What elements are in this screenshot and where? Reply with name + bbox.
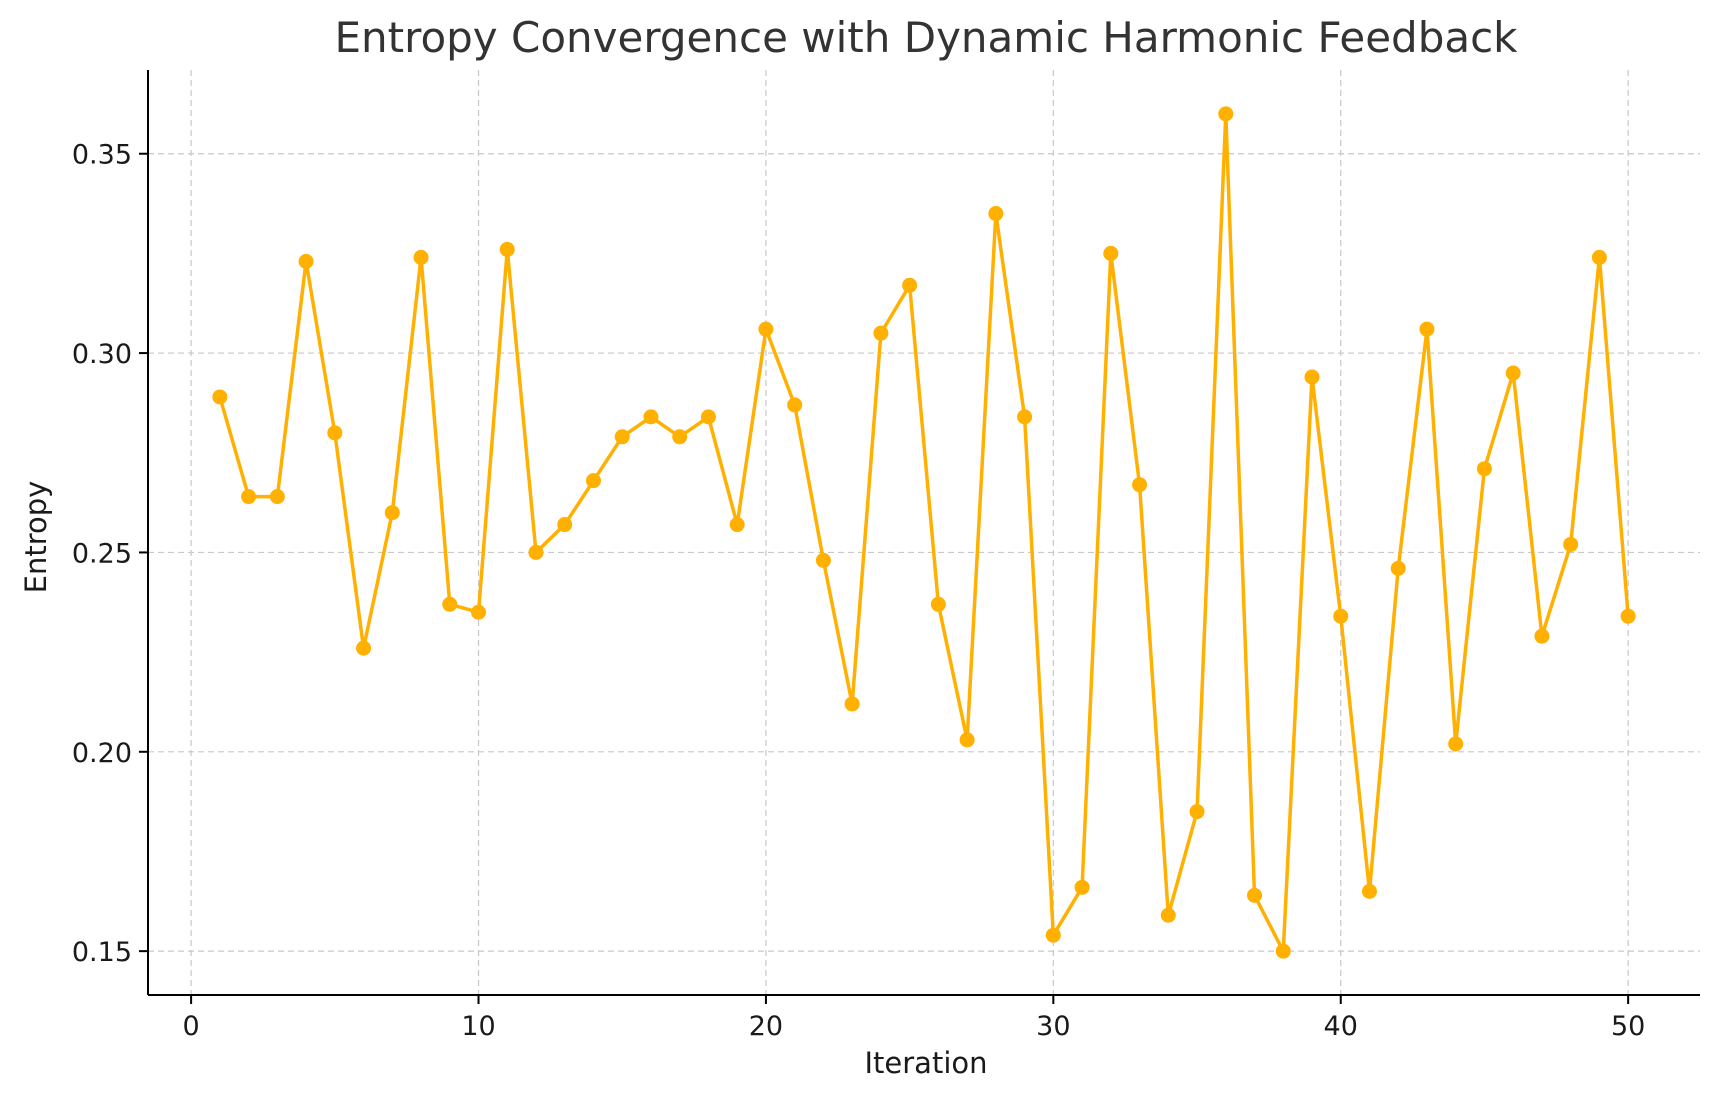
data-point — [643, 409, 659, 425]
data-point — [1160, 907, 1176, 923]
data-point — [844, 696, 860, 712]
data-point — [1218, 106, 1234, 122]
y-tick-label-3: 0.30 — [72, 339, 132, 370]
x-tick-label-1: 10 — [461, 1011, 495, 1042]
data-point — [700, 409, 716, 425]
data-point — [988, 206, 1004, 222]
data-point — [471, 604, 487, 620]
data-point — [1275, 943, 1291, 959]
y-axis-ticks: 0.15 0.20 0.25 0.30 0.35 — [72, 140, 148, 968]
data-point — [1247, 887, 1263, 903]
data-point — [298, 253, 314, 269]
data-point — [1189, 804, 1205, 820]
data-point — [557, 517, 573, 533]
data-point — [528, 544, 544, 560]
data-point — [384, 505, 400, 521]
data-point — [1017, 409, 1033, 425]
data-point — [499, 241, 515, 257]
y-tick-label-0: 0.15 — [72, 937, 132, 968]
data-point — [729, 517, 745, 533]
data-point — [269, 489, 285, 505]
data-point — [815, 552, 831, 568]
data-point — [1448, 736, 1464, 752]
data-point — [959, 732, 975, 748]
data-point — [1563, 536, 1579, 552]
x-tick-label-5: 50 — [1611, 1011, 1645, 1042]
data-point — [873, 325, 889, 341]
data-point — [1390, 560, 1406, 576]
data-point — [442, 596, 458, 612]
x-tick-label-2: 20 — [749, 1011, 783, 1042]
y-axis-title: Entropy — [19, 481, 53, 594]
x-tick-label-3: 30 — [1036, 1011, 1070, 1042]
data-point — [1505, 365, 1521, 381]
data-point — [1074, 879, 1090, 895]
data-point — [1132, 477, 1148, 493]
data-point — [902, 277, 918, 293]
chart-title: Entropy Convergence with Dynamic Harmoni… — [334, 13, 1518, 62]
data-point — [413, 249, 429, 265]
data-point — [758, 321, 774, 337]
data-point — [1333, 608, 1349, 624]
data-point — [1045, 927, 1061, 943]
data-point — [1103, 245, 1119, 261]
data-point — [1304, 369, 1320, 385]
data-point — [614, 429, 630, 445]
data-point — [672, 429, 688, 445]
x-axis-ticks: 0 10 20 30 40 50 — [183, 995, 1645, 1042]
y-tick-label-1: 0.20 — [72, 738, 132, 769]
x-tick-label-4: 40 — [1324, 1011, 1358, 1042]
data-point — [787, 397, 803, 413]
x-axis-title: Iteration — [864, 1046, 987, 1080]
data-point — [1419, 321, 1435, 337]
data-point — [930, 596, 946, 612]
y-tick-label-4: 0.35 — [72, 140, 132, 171]
data-point — [356, 640, 372, 656]
x-tick-label-0: 0 — [183, 1011, 200, 1042]
data-point — [1620, 608, 1636, 624]
data-point — [241, 489, 257, 505]
data-point — [327, 425, 343, 441]
y-tick-label-2: 0.25 — [72, 538, 132, 569]
data-point — [1591, 249, 1607, 265]
axes — [147, 70, 1700, 996]
data-point — [1361, 883, 1377, 899]
data-point — [212, 389, 228, 405]
data-point — [1476, 461, 1492, 477]
data-point — [585, 473, 601, 489]
data-point — [1534, 628, 1550, 644]
series-group — [212, 106, 1636, 959]
